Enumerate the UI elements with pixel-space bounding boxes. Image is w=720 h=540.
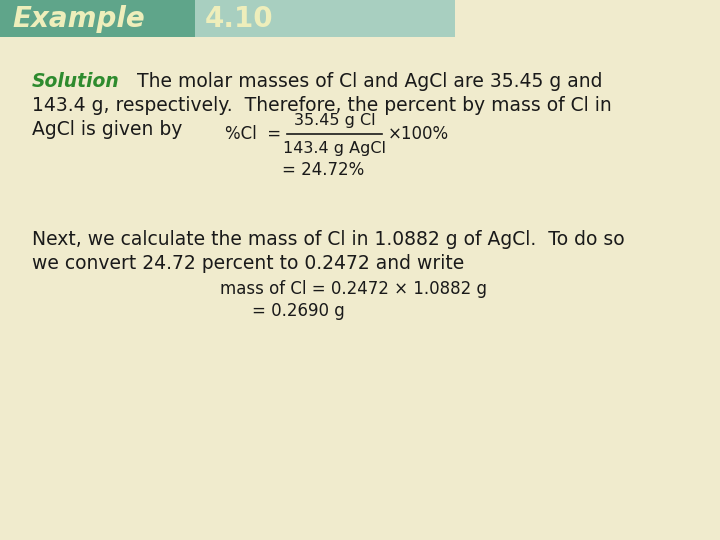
Text: AgCl is given by: AgCl is given by (32, 120, 182, 139)
Bar (195, 0, 455, 37)
Text: 143.4 g AgCl: 143.4 g AgCl (283, 140, 386, 156)
Text: we convert 24.72 percent to 0.2472 and write: we convert 24.72 percent to 0.2472 and w… (32, 254, 464, 273)
Text: Example: Example (12, 5, 145, 33)
Text: Solution: Solution (32, 72, 120, 91)
Text: = 0.2690 g: = 0.2690 g (252, 302, 345, 320)
Text: 143.4 g, respectively.  Therefore, the percent by mass of Cl in: 143.4 g, respectively. Therefore, the pe… (32, 96, 612, 115)
Bar (0, 0, 195, 37)
Text: 35.45 g Cl: 35.45 g Cl (294, 113, 375, 129)
Text: The molar masses of Cl and AgCl are 35.45 g and: The molar masses of Cl and AgCl are 35.4… (137, 72, 603, 91)
Text: 4.10: 4.10 (205, 5, 274, 33)
Text: ×100%: ×100% (388, 125, 449, 143)
Text: Next, we calculate the mass of Cl in 1.0882 g of AgCl.  To do so: Next, we calculate the mass of Cl in 1.0… (32, 230, 625, 249)
Text: = 24.72%: = 24.72% (282, 161, 364, 179)
Text: %Cl  =: %Cl = (225, 125, 281, 143)
Text: mass of Cl = 0.2472 × 1.0882 g: mass of Cl = 0.2472 × 1.0882 g (220, 280, 487, 298)
